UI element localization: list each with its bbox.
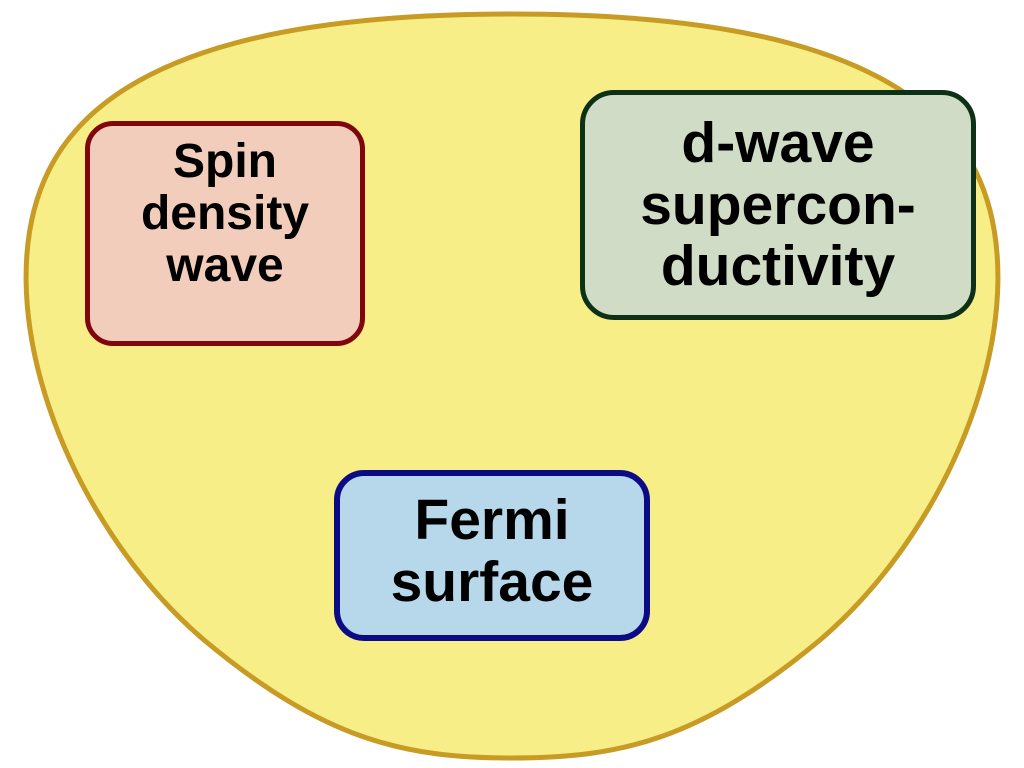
spin-density-wave-label: Spin densitywave xyxy=(141,135,309,292)
d-wave-superconductivity-label: d-wavesupercon-ductivity xyxy=(640,111,916,298)
fermi-surface-box: Fermisurface xyxy=(334,470,650,641)
diagram-stage: Spin densitywave d-wavesupercon-ductivit… xyxy=(0,0,1024,768)
spin-density-wave-box: Spin densitywave xyxy=(85,121,365,346)
d-wave-superconductivity-box: d-wavesupercon-ductivity xyxy=(580,90,976,320)
fermi-surface-label: Fermisurface xyxy=(391,488,594,614)
